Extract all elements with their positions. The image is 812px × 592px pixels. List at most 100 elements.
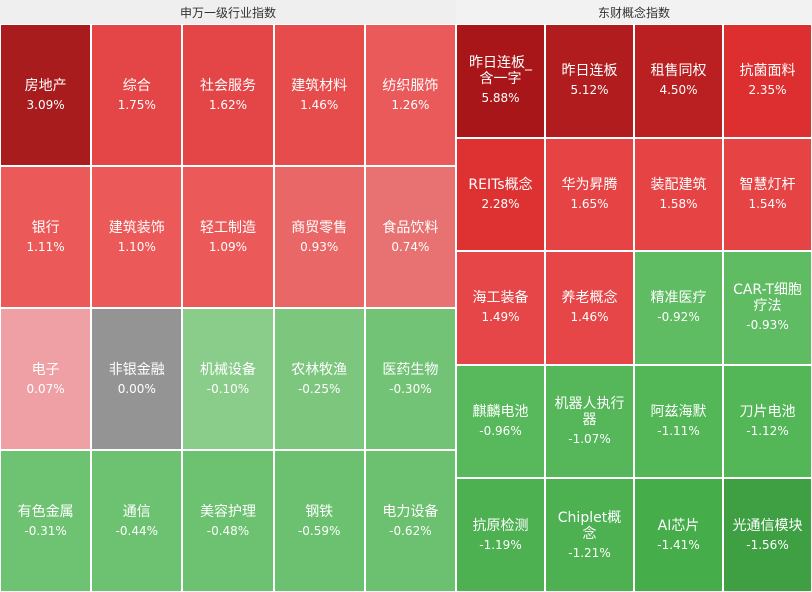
tile-name: 医药生物 <box>382 361 439 378</box>
index-tile[interactable]: 装配建筑 1.58% <box>634 137 723 252</box>
index-tile[interactable]: 农林牧渔 -0.25% <box>273 308 365 450</box>
tile-name: 食品饮料 <box>382 219 439 236</box>
tile-change: 1.09% <box>208 239 248 254</box>
tile-name: 电子 <box>31 361 60 378</box>
tile-name: 阿兹海默 <box>650 404 707 421</box>
tile-name: 房地产 <box>24 77 67 94</box>
index-tile[interactable]: 建筑材料 1.46% <box>273 24 365 166</box>
index-tile[interactable]: 建筑装饰 1.10% <box>91 166 183 308</box>
tile-name: 智慧灯杆 <box>739 176 796 193</box>
index-tile[interactable]: 医药生物 -0.30% <box>364 308 456 450</box>
tile-change: -1.19% <box>479 537 522 552</box>
index-tile[interactable]: 轻工制造 1.09% <box>182 166 274 308</box>
index-tile[interactable]: 电力设备 -0.62% <box>364 450 456 592</box>
tile-name: 抗菌面料 <box>739 63 796 80</box>
index-tile[interactable]: 光通信模块 -1.56% <box>723 478 812 592</box>
tile-name: 农林牧渔 <box>291 361 348 378</box>
tile-change: -1.56% <box>746 537 789 552</box>
index-tile[interactable]: 养老概念 1.46% <box>545 251 634 365</box>
index-tile[interactable]: 昨日连板 5.12% <box>545 24 634 138</box>
index-tile[interactable]: 食品饮料 0.74% <box>364 166 456 308</box>
tile-change: 4.50% <box>659 83 698 98</box>
tile-name: 华为昇腾 <box>561 176 618 193</box>
index-tile[interactable]: REITs概念 2.28% <box>456 137 545 252</box>
index-tile[interactable]: 麒麟电池 -0.96% <box>456 364 545 479</box>
index-tile[interactable]: 刀片电池 -1.12% <box>723 364 812 479</box>
tile-change: 0.93% <box>300 239 339 254</box>
tile-change: 1.10% <box>117 239 156 254</box>
index-tile[interactable]: 租售同权 4.50% <box>634 24 723 138</box>
tile-change: -0.25% <box>297 381 341 396</box>
tile-change: -1.11% <box>657 424 700 439</box>
index-tile[interactable]: 美容护理 -0.48% <box>182 450 274 592</box>
index-tile[interactable]: Chiplet概念 -1.21% <box>545 478 634 592</box>
index-tile[interactable]: 纺织服饰 1.26% <box>364 24 456 166</box>
index-tile[interactable]: 机械设备 -0.10% <box>182 308 274 450</box>
tile-name: 装配建筑 <box>650 176 707 193</box>
tile-name: 精准医疗 <box>650 290 707 307</box>
tile-name: 昨日连板_含一字 <box>469 55 532 88</box>
index-tile[interactable]: 华为昇腾 1.65% <box>545 137 634 252</box>
index-tile[interactable]: 社会服务 1.62% <box>182 24 274 166</box>
tile-name: 通信 <box>122 503 151 520</box>
index-tile[interactable]: 阿兹海默 -1.11% <box>634 364 723 479</box>
index-tile[interactable]: 房地产 3.09% <box>0 24 92 166</box>
index-tile[interactable]: 非银金融 0.00% <box>91 308 183 450</box>
tile-name: 非银金融 <box>108 361 165 378</box>
tile-name: 纺织服饰 <box>382 77 439 94</box>
index-tile[interactable]: 精准医疗 -0.92% <box>634 251 723 365</box>
tile-change: -0.30% <box>389 381 432 396</box>
tile-change: -1.21% <box>568 545 611 560</box>
tile-change: 2.35% <box>748 83 787 98</box>
tile-name: 麒麟电池 <box>472 404 529 421</box>
tile-name: 建筑装饰 <box>108 219 165 236</box>
tile-name: 海工装备 <box>472 290 529 307</box>
tile-change: 0.07% <box>26 381 65 396</box>
tile-name: 建筑材料 <box>291 77 348 94</box>
index-tile[interactable]: 海工装备 1.49% <box>456 251 545 365</box>
tile-name: 光通信模块 <box>732 517 803 534</box>
index-tile[interactable]: 钢铁 -0.59% <box>273 450 365 592</box>
tile-change: 1.46% <box>570 310 609 325</box>
index-tile[interactable]: 机器人执行器 -1.07% <box>545 364 634 479</box>
tile-name: 美容护理 <box>199 503 256 520</box>
index-tile[interactable]: 抗菌面料 2.35% <box>723 24 812 138</box>
index-tile[interactable]: CAR-T细胞疗法 -0.93% <box>723 251 812 365</box>
tile-name: 商贸零售 <box>291 219 348 236</box>
tile-name: 抗原检测 <box>472 517 529 534</box>
index-tile[interactable]: 抗原检测 -1.19% <box>456 478 545 592</box>
index-tile[interactable]: 昨日连板_含一字 5.88% <box>456 24 545 138</box>
tile-change: -0.92% <box>657 310 700 325</box>
index-tile[interactable]: 商贸零售 0.93% <box>273 166 365 308</box>
panel-title: 申万一级行业指数 <box>0 0 456 24</box>
index-tile[interactable]: 综合 1.75% <box>91 24 183 166</box>
tile-change: 0.00% <box>117 381 156 396</box>
tile-name: CAR-T细胞疗法 <box>733 282 802 315</box>
tile-change: 5.12% <box>570 83 609 98</box>
tile-change: 1.54% <box>748 196 787 211</box>
tile-name: 综合 <box>122 77 151 94</box>
index-tile[interactable]: 智慧灯杆 1.54% <box>723 137 812 252</box>
tile-change: 2.28% <box>481 196 520 211</box>
tile-name: REITs概念 <box>468 176 533 193</box>
tile-change: 1.75% <box>117 97 156 112</box>
index-tile[interactable]: 有色金属 -0.31% <box>0 450 92 592</box>
tile-change: -0.44% <box>115 523 158 538</box>
index-tile[interactable]: 银行 1.11% <box>0 166 92 308</box>
tile-change: -0.48% <box>206 523 250 538</box>
tile-name: 租售同权 <box>650 63 707 80</box>
tile-name: 电力设备 <box>382 503 439 520</box>
tile-change: -0.10% <box>206 381 250 396</box>
index-tile[interactable]: AI芯片 -1.41% <box>634 478 723 592</box>
tile-name: 银行 <box>31 219 60 236</box>
panel-title: 东财概念指数 <box>456 0 812 24</box>
tile-change: -1.07% <box>568 432 611 447</box>
tile-change: -0.93% <box>746 318 789 333</box>
tile-name: 刀片电池 <box>739 404 796 421</box>
tile-change: 3.09% <box>26 97 65 112</box>
tile-name: Chiplet概念 <box>557 509 622 542</box>
index-tile[interactable]: 通信 -0.44% <box>91 450 183 592</box>
tile-change: -1.41% <box>657 537 700 552</box>
index-tile[interactable]: 电子 0.07% <box>0 308 92 450</box>
tile-change: 1.58% <box>659 196 698 211</box>
